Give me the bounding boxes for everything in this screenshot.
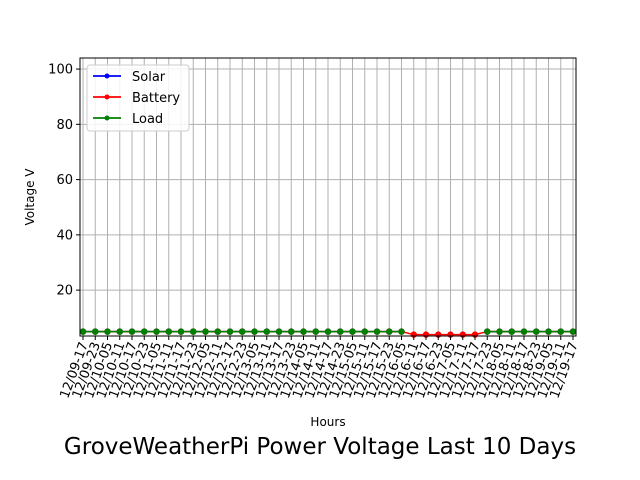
y-tick-label: 60 bbox=[56, 173, 73, 188]
x-axis-ticks: 12/09-1712/09-2312/10-0512/10-1112/10-17… bbox=[58, 336, 582, 401]
series-layer bbox=[79, 328, 577, 338]
legend-box bbox=[86, 64, 190, 132]
y-axis-label: Voltage V bbox=[23, 168, 37, 226]
chart-title: GroveWeatherPi Power Voltage Last 10 Day… bbox=[63, 434, 577, 460]
x-axis-label: Hours bbox=[310, 415, 345, 429]
legend-load-label: Load bbox=[132, 112, 163, 127]
line-chart: 20 40 60 80 100 12/09-1712/09-2312/10-0512/1… bbox=[23, 57, 582, 429]
y-tick-label: 100 bbox=[48, 63, 73, 78]
y-tick-label: 20 bbox=[56, 284, 73, 299]
legend-load-marker bbox=[104, 115, 110, 121]
y-tick-label: 40 bbox=[56, 228, 73, 243]
legend-battery-label: Battery bbox=[132, 91, 180, 106]
legend: Solar Battery Load bbox=[86, 64, 190, 132]
y-tick-label: 80 bbox=[56, 118, 73, 133]
legend-solar-label: Solar bbox=[132, 70, 166, 85]
legend-solar-marker bbox=[104, 73, 110, 79]
y-axis-ticks: 20 40 60 80 100 bbox=[48, 63, 80, 299]
legend-battery-marker bbox=[104, 94, 110, 100]
